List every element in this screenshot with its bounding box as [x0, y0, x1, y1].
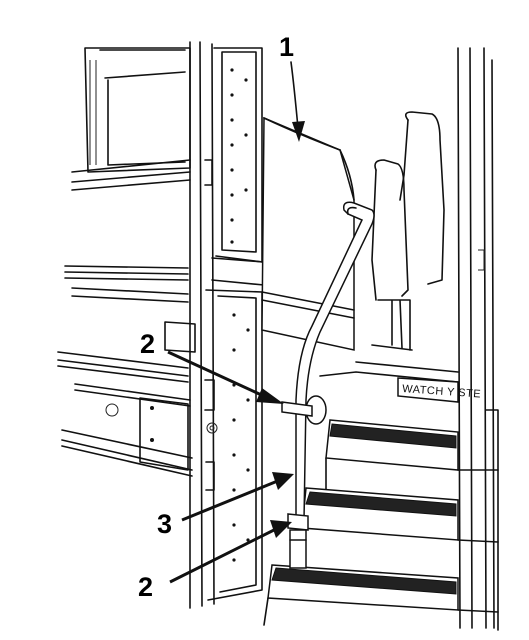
callout-2-top-label: 2 [140, 329, 155, 359]
watch-step-sign: WATCH Y STE [402, 383, 482, 400]
left-wall-panels [57, 265, 196, 477]
callout-3-label: 3 [157, 509, 172, 539]
door-post-right [457, 47, 495, 629]
leader-arrows [167, 61, 305, 584]
background-seats [371, 111, 445, 351]
grab-handrail [295, 201, 375, 521]
door-post-rivets [230, 68, 250, 562]
callout-1-label: 1 [279, 32, 294, 62]
entry-steps [263, 361, 499, 631]
callout-2-bottom-label: 2 [138, 572, 153, 602]
door-post-left [189, 41, 265, 609]
upper-window-frame [71, 47, 191, 191]
lower-rail-bracket [287, 513, 309, 569]
modesty-barrier [261, 116, 355, 351]
upper-rail-bracket [281, 395, 327, 425]
